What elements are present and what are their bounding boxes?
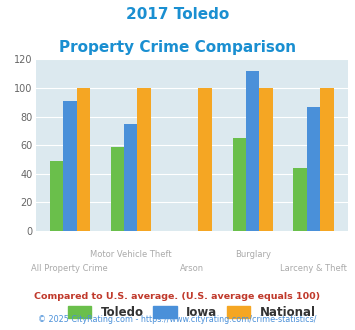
Bar <box>246 71 260 231</box>
Bar <box>77 88 90 231</box>
Text: Arson: Arson <box>180 264 204 273</box>
Bar <box>294 168 307 231</box>
Bar <box>63 101 77 231</box>
Text: 2017 Toledo: 2017 Toledo <box>126 7 229 21</box>
Bar <box>111 147 124 231</box>
Bar <box>233 138 246 231</box>
Text: All Property Crime: All Property Crime <box>32 264 108 273</box>
Text: Compared to U.S. average. (U.S. average equals 100): Compared to U.S. average. (U.S. average … <box>34 292 321 301</box>
Text: © 2025 CityRating.com - https://www.cityrating.com/crime-statistics/: © 2025 CityRating.com - https://www.city… <box>38 315 317 324</box>
Bar <box>307 107 320 231</box>
Text: Property Crime Comparison: Property Crime Comparison <box>59 40 296 54</box>
Bar <box>50 161 63 231</box>
Text: Burglary: Burglary <box>235 250 271 259</box>
Bar <box>260 88 273 231</box>
Bar <box>320 88 334 231</box>
Bar <box>137 88 151 231</box>
Legend: Toledo, Iowa, National: Toledo, Iowa, National <box>67 306 316 318</box>
Text: Larceny & Theft: Larceny & Theft <box>280 264 347 273</box>
Bar <box>124 124 137 231</box>
Text: Motor Vehicle Theft: Motor Vehicle Theft <box>90 250 171 259</box>
Bar <box>198 88 212 231</box>
